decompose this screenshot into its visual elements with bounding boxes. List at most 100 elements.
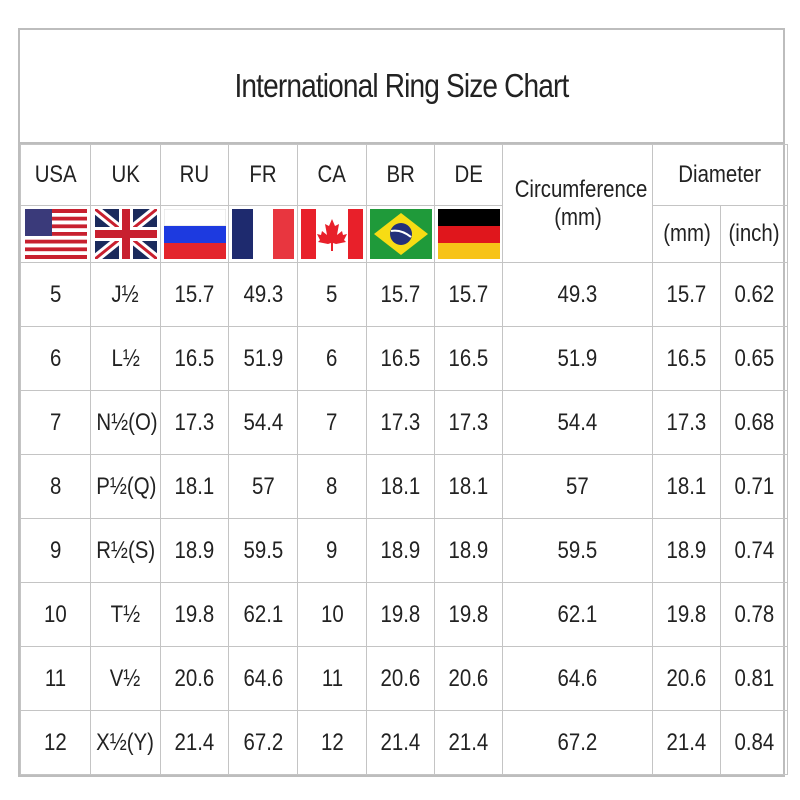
ring-size-chart: International Ring Size Chart USA UK RU … <box>18 28 789 777</box>
cell-diameter-inch: 0.74 <box>719 518 789 583</box>
cell-fr: 57 <box>228 454 298 519</box>
cell-ca: 7 <box>297 390 367 455</box>
cell-uk: T½ <box>90 582 161 647</box>
uk-flag-icon <box>94 209 157 259</box>
header-fr: FR <box>228 144 298 206</box>
cell-usa: 6 <box>20 326 91 391</box>
cell-br: 20.6 <box>366 646 435 711</box>
cell-ca: 8 <box>297 454 367 519</box>
cell-circumference-mm: 62.1 <box>502 582 653 647</box>
cell-de: 19.8 <box>434 582 503 647</box>
canada-flag-icon <box>301 209 363 259</box>
cell-ca: 9 <box>297 518 367 583</box>
cell-uk: P½(Q) <box>90 454 161 519</box>
cell-circumference-mm: 49.3 <box>502 262 653 327</box>
cell-diameter-mm: 15.7 <box>652 262 721 327</box>
cell-usa: 7 <box>20 390 91 455</box>
cell-de: 15.7 <box>434 262 503 327</box>
cell-usa: 5 <box>20 262 91 327</box>
header-br: BR <box>366 144 435 206</box>
table-row: 11 V½ 20.6 64.6 11 20.6 20.6 64.6 20.6 0.81 <box>20 646 789 711</box>
header-diameter-mm: (mm) <box>652 205 721 263</box>
cell-fr: 49.3 <box>228 262 298 327</box>
cell-usa: 10 <box>20 582 91 647</box>
cell-circumference-mm: 59.5 <box>502 518 653 583</box>
cell-diameter-inch: 0.81 <box>719 646 789 711</box>
cell-diameter-inch: 0.62 <box>719 262 789 327</box>
cell-diameter-inch: 0.78 <box>719 582 789 647</box>
cell-diameter-inch: 0.84 <box>719 710 789 775</box>
usa-flag-icon <box>24 209 87 259</box>
cell-usa: 12 <box>20 710 91 775</box>
flag-row: (mm) (inch) <box>20 205 789 263</box>
cell-uk: N½(O) <box>90 390 161 455</box>
cell-circumference-mm: 51.9 <box>502 326 653 391</box>
cell-fr: 59.5 <box>228 518 298 583</box>
cell-ru: 18.9 <box>160 518 229 583</box>
header-diameter-inch: (inch) <box>719 205 789 263</box>
cell-circumference-mm: 57 <box>502 454 653 519</box>
cell-diameter-mm: 18.1 <box>652 454 721 519</box>
cell-fr: 54.4 <box>228 390 298 455</box>
cell-ca: 10 <box>297 582 367 647</box>
cell-ca: 11 <box>297 646 367 711</box>
cell-ru: 21.4 <box>160 710 229 775</box>
brazil-flag-icon <box>369 209 432 259</box>
cell-de: 18.9 <box>434 518 503 583</box>
cell-fr: 62.1 <box>228 582 298 647</box>
table-row: 8 P½(Q) 18.1 57 8 18.1 18.1 57 18.1 0.71 <box>20 454 789 519</box>
header-uk: UK <box>90 144 161 206</box>
table-row: 7 N½(O) 17.3 54.4 7 17.3 17.3 54.4 17.3 0.68 <box>20 390 789 455</box>
table-row: 10 T½ 19.8 62.1 10 19.8 19.8 62.1 19.8 0.78 <box>20 582 789 647</box>
cell-ca: 6 <box>297 326 367 391</box>
header-de: DE <box>434 144 503 206</box>
germany-flag-icon <box>437 209 500 259</box>
cell-uk: X½(Y) <box>90 710 161 775</box>
cell-uk: V½ <box>90 646 161 711</box>
cell-diameter-mm: 21.4 <box>652 710 721 775</box>
cell-diameter-inch: 0.68 <box>719 390 789 455</box>
cell-usa: 9 <box>20 518 91 583</box>
cell-diameter-mm: 17.3 <box>652 390 721 455</box>
header-circumference: Circumference (mm) <box>502 144 653 263</box>
cell-br: 21.4 <box>366 710 435 775</box>
cell-diameter-mm: 18.9 <box>652 518 721 583</box>
cell-diameter-mm: 16.5 <box>652 326 721 391</box>
russia-flag-icon <box>163 209 226 259</box>
cell-de: 18.1 <box>434 454 503 519</box>
cell-de: 21.4 <box>434 710 503 775</box>
cell-uk: J½ <box>90 262 161 327</box>
cell-circumference-mm: 64.6 <box>502 646 653 711</box>
cell-diameter-inch: 0.71 <box>719 454 789 519</box>
cell-br: 16.5 <box>366 326 435 391</box>
table-row: 6 L½ 16.5 51.9 6 16.5 16.5 51.9 16.5 0.65 <box>20 326 789 391</box>
header-diameter: Diameter <box>651 144 789 206</box>
header-ca: CA <box>297 144 367 206</box>
cell-de: 20.6 <box>434 646 503 711</box>
cell-diameter-inch: 0.65 <box>719 326 789 391</box>
cell-br: 19.8 <box>366 582 435 647</box>
cell-usa: 8 <box>20 454 91 519</box>
cell-ru: 15.7 <box>160 262 229 327</box>
france-flag-icon <box>232 209 294 259</box>
cell-usa: 11 <box>20 646 91 711</box>
cell-circumference-mm: 54.4 <box>502 390 653 455</box>
table-row: 9 R½(S) 18.9 59.5 9 18.9 18.9 59.5 18.9 0.74 <box>20 518 789 583</box>
cell-uk: R½(S) <box>90 518 161 583</box>
cell-ca: 12 <box>297 710 367 775</box>
cell-ca: 5 <box>297 262 367 327</box>
cell-fr: 67.2 <box>228 710 298 775</box>
cell-ru: 20.6 <box>160 646 229 711</box>
cell-br: 18.9 <box>366 518 435 583</box>
cell-ru: 17.3 <box>160 390 229 455</box>
cell-br: 15.7 <box>366 262 435 327</box>
cell-ru: 18.1 <box>160 454 229 519</box>
cell-uk: L½ <box>90 326 161 391</box>
header-usa: USA <box>20 144 91 206</box>
table-row: 5 J½ 15.7 49.3 5 15.7 15.7 49.3 15.7 0.62 <box>20 262 789 327</box>
cell-fr: 51.9 <box>228 326 298 391</box>
cell-de: 16.5 <box>434 326 503 391</box>
cell-br: 18.1 <box>366 454 435 519</box>
table-row: 12 X½(Y) 21.4 67.2 12 21.4 21.4 67.2 21.4 0.84 <box>20 710 789 775</box>
ring-size-table: USA UK RU FR CA BR DE Circumference (mm) … <box>20 144 789 775</box>
